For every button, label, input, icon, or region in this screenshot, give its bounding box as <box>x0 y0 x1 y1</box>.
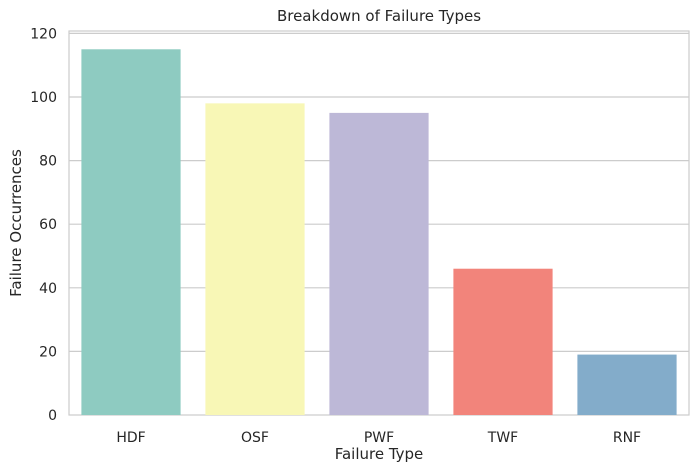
bar-pwf <box>329 112 429 416</box>
y-tick-label: 60 <box>39 217 57 233</box>
y-tick-label: 20 <box>39 344 57 360</box>
x-tick-label: OSF <box>241 430 269 446</box>
y-tick-label: 120 <box>30 26 57 42</box>
chart-title: Breakdown of Failure Types <box>277 7 481 25</box>
y-tick-label: 80 <box>39 154 57 170</box>
x-tick-label: TWF <box>487 430 518 446</box>
x-axis-title: Failure Type <box>335 445 424 463</box>
bar-twf <box>453 268 553 415</box>
y-tick-labels: 0 20 40 60 80 100 120 <box>30 26 57 424</box>
x-tick-label: RNF <box>613 430 641 446</box>
bar-hdf <box>81 49 181 416</box>
x-tick-label: PWF <box>364 430 394 446</box>
y-axis-title: Failure Occurrences <box>7 149 25 297</box>
bars <box>81 49 677 416</box>
bar-osf <box>205 103 305 415</box>
x-tick-label: HDF <box>116 430 145 446</box>
y-tick-label: 0 <box>48 408 57 424</box>
x-tick-labels: HDF OSF PWF TWF RNF <box>116 430 641 446</box>
y-tick-label: 100 <box>30 90 57 106</box>
y-tick-label: 40 <box>39 281 57 297</box>
bar-rnf <box>577 354 677 415</box>
